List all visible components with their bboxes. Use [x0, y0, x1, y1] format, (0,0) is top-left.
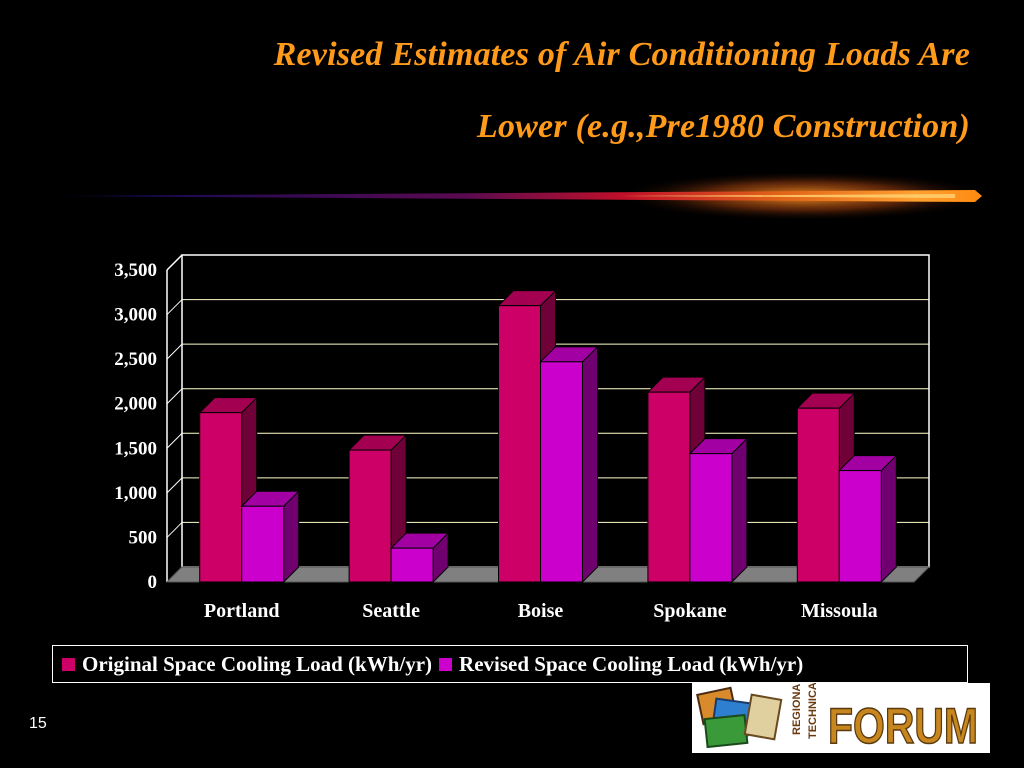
x-label-boise: Boise	[518, 600, 564, 622]
legend-label-original: Original Space Cooling Load (kWh/yr)	[82, 651, 433, 676]
y-tick-label: 3,500	[114, 260, 157, 281]
side-wall-line	[166, 522, 183, 538]
side-wall-line	[166, 343, 183, 360]
y-axis-ticks: 0 500 1,000 1,500 2,000 2,500 3,000 3,500	[114, 260, 157, 593]
y-tick-label: 3,000	[114, 305, 157, 326]
bar-spokane-original	[647, 391, 691, 583]
legend-swatch-original	[61, 656, 76, 672]
side-wall-line	[166, 388, 183, 405]
svg-text:TECHNICAL: TECHNICAL	[807, 683, 819, 739]
slide-title-line-2: Lower (e.g.,Pre1980 Construction)	[477, 108, 970, 145]
y-tick-label: 1,500	[114, 438, 157, 459]
forum-logo-graphic: REGIONAL TECHNICAL FORUM	[696, 675, 979, 755]
legend-item-revised: Revised Space Cooling Load (kWh/yr)	[438, 652, 803, 677]
slide-title-line-1: Revised Estimates of Air Conditioning Lo…	[273, 36, 970, 73]
bar-chart: 0 500 1,000 1,500 2,000 2,500 3,000 3,500 Portl…	[114, 254, 931, 622]
side-wall-line	[166, 299, 183, 315]
bar-missoula-revised	[838, 470, 882, 583]
y-tick-label: 2,500	[114, 349, 157, 370]
legend-item-original: Original Space Cooling Load (kWh/yr)	[61, 652, 432, 677]
x-label-missoula: Missoula	[801, 600, 878, 622]
title-divider-streak	[40, 171, 995, 221]
x-label-portland: Portland	[204, 600, 280, 622]
y-tick-label: 1,000	[114, 483, 157, 504]
x-axis-labels: Portland Seattle Boise Spokane Missoula	[204, 600, 878, 622]
legend-swatch-revised	[438, 656, 454, 672]
bar-seattle-revised	[390, 547, 434, 583]
bar-boise-revised	[540, 361, 583, 583]
svg-text:REGIONAL: REGIONAL	[791, 683, 803, 735]
chart-legend: Original Space Cooling Load (kWh/yr) Rev…	[52, 645, 968, 683]
bar-portland-revised	[241, 505, 285, 583]
bar-boise-original	[498, 305, 541, 583]
left-wall-top-edge	[166, 254, 183, 271]
side-wall-line	[166, 477, 183, 494]
bar-side-boise-1	[582, 345, 598, 584]
slide-page-number: 15	[29, 715, 47, 732]
side-wall-line	[166, 432, 183, 449]
bars	[198, 289, 898, 584]
y-tick-label: 500	[129, 527, 158, 548]
y-tick-label: 0	[148, 572, 158, 593]
bar-portland-original	[199, 412, 243, 583]
svg-text:FORUM: FORUM	[828, 698, 978, 753]
regional-technical-forum-logo: REGIONAL TECHNICAL FORUM	[692, 675, 990, 755]
bar-spokane-revised	[689, 453, 733, 583]
x-label-seattle: Seattle	[362, 600, 420, 622]
legend-label-revised: Revised Space Cooling Load (kWh/yr)	[459, 651, 804, 676]
bar-missoula-original	[796, 407, 840, 583]
bar-side-portland-1	[283, 490, 300, 584]
x-label-spokane: Spokane	[653, 600, 726, 622]
bar-seattle-original	[348, 449, 392, 583]
bar-side-spokane-1	[731, 437, 748, 584]
y-tick-label: 2,000	[114, 394, 157, 415]
bar-side-missoula-1	[880, 454, 897, 584]
